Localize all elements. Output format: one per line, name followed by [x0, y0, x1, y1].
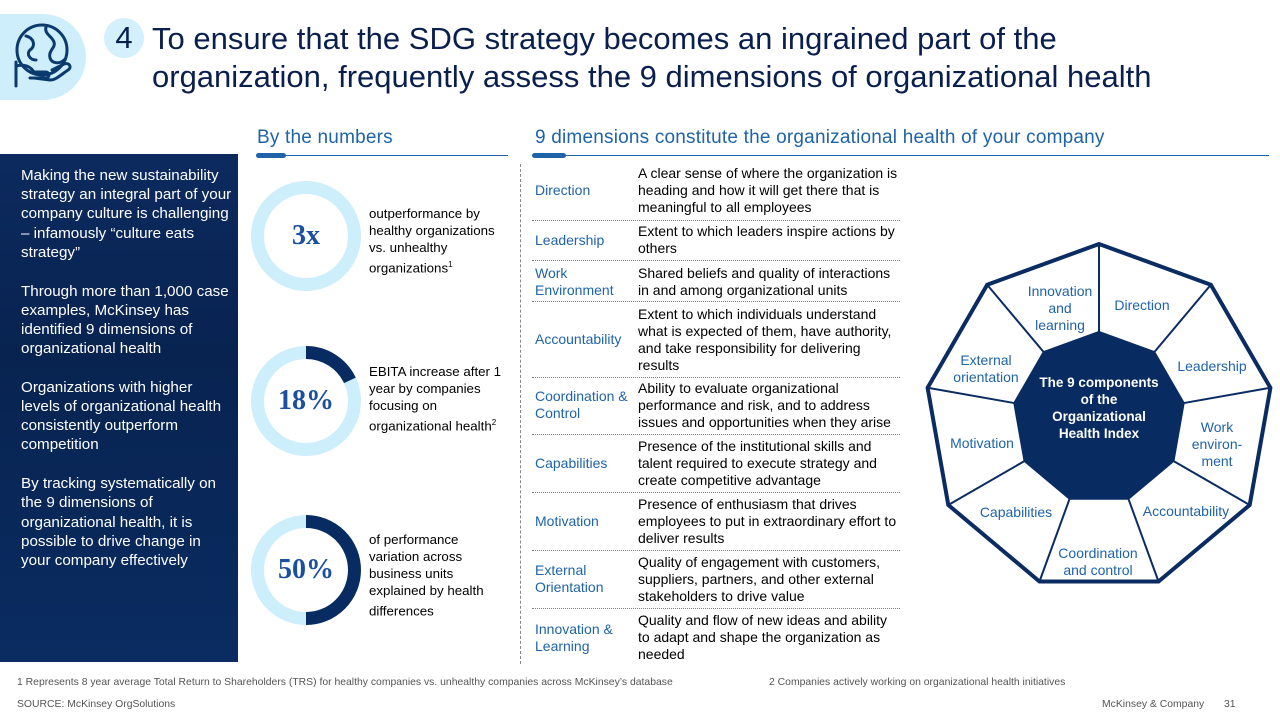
source-note: SOURCE: McKinsey OrgSolutions: [17, 699, 176, 710]
wheel-center-label: The 9 components of the Organizational H…: [1039, 375, 1159, 441]
wheel-shapes: [925, 241, 1273, 584]
dimension-name: External Orientation: [535, 562, 604, 595]
dimension-row: External Orientation Quality of engageme…: [532, 550, 900, 609]
page-title-line-1: To ensure that the SDG strategy becomes …: [152, 21, 1057, 56]
footnote-mark: 2: [491, 418, 497, 427]
dimension-name: Leadership: [535, 232, 605, 248]
globe-in-hand-icon: [14, 23, 72, 88]
dimension-description: Presence of enthusiasm that drives emplo…: [638, 496, 897, 546]
left-summary-text: Making the new sustainability strategy a…: [21, 166, 233, 590]
column-separator: [520, 164, 521, 664]
dimension-row: Work Environment Shared beliefs and qual…: [532, 260, 900, 302]
stat-ring: [251, 515, 361, 625]
wheel-segment-label: Work environ-ment: [1191, 419, 1243, 469]
summary-paragraph: By tracking systematically on the 9 dime…: [21, 475, 216, 569]
wheel-spoke: [927, 386, 1015, 405]
wheel-spoke: [947, 460, 1026, 506]
slide-number-badge: 4: [104, 18, 144, 58]
dimension-description: Shared beliefs and quality of interactio…: [638, 265, 891, 298]
wheel-center-shape: [1013, 330, 1185, 500]
stat-description: outperformance by healthy organizations …: [369, 205, 509, 276]
dimension-description: Quality of engagement with customers, su…: [638, 554, 881, 604]
dimensions-section-rule: [532, 155, 1269, 156]
dimension-name: Direction: [535, 182, 591, 198]
wheel-spoke: [1172, 460, 1251, 506]
dimension-row: Accountability Extent to which individua…: [532, 301, 900, 378]
left-summary-panel: [0, 154, 238, 662]
summary-paragraph: Through more than 1,000 case examples, M…: [21, 282, 229, 358]
stat-ring: [251, 346, 361, 456]
dimension-description: Ability to evaluate organizational perfo…: [638, 380, 891, 430]
wheel-segment-label: Accountability: [1142, 503, 1230, 519]
stat-ring-fill: [305, 346, 356, 384]
dimensions-section-title: 9 dimensions constitute the organization…: [535, 127, 1105, 148]
wheel-spoke: [1183, 386, 1271, 405]
numbers-section-tab: [256, 153, 286, 158]
stat-description-text: EBITA increase after 1 year by companies…: [369, 364, 502, 434]
footnote-2: 2 Companies actively working on organiza…: [769, 677, 1066, 688]
company-name: McKinsey & Company: [1102, 699, 1205, 710]
page-title-line-2: organization, frequently assess the 9 di…: [152, 59, 1152, 94]
stat-description-text: outperformance by healthy organizations …: [369, 206, 495, 276]
summary-paragraph: Making the new sustainability strategy a…: [21, 167, 232, 261]
dimension-description: Extent to which individuals understand w…: [638, 306, 892, 373]
header-icon-badge: [0, 14, 86, 100]
dimension-row: Direction A clear sense of where the org…: [532, 164, 900, 221]
footnote-1: 1 Represents 8 year average Total Return…: [17, 677, 673, 688]
dimension-name: Innovation & Learning: [535, 621, 613, 654]
dimension-description: Presence of the institutional skills and…: [638, 438, 877, 488]
stat-ring-fill: [305, 515, 361, 625]
wheel-segment-label: External orientation: [953, 352, 1019, 385]
numbers-section-rule: [256, 155, 508, 156]
page-number: 31: [1224, 699, 1236, 710]
wheel-spoke: [986, 284, 1045, 353]
dimension-name: Capabilities: [535, 455, 608, 471]
dimension-row: Leadership Extent to which leaders inspi…: [532, 220, 900, 261]
dimension-name: Coordination & Control: [535, 388, 628, 421]
wheel-segment-label: Motivation: [950, 435, 1014, 451]
wheel-spoke: [1127, 498, 1160, 582]
footnote-mark: 1: [448, 260, 453, 269]
health-index-wheel: [925, 241, 1273, 584]
dimension-row: Capabilities Presence of the institution…: [532, 434, 900, 493]
dimension-row: Motivation Presence of enthusiasm that d…: [532, 492, 900, 551]
dimension-row: Innovation & Learning Quality and flow o…: [532, 608, 900, 664]
dimension-name: Motivation: [535, 513, 599, 529]
stat-description: of performance variation across business…: [369, 531, 509, 619]
dimension-description: Quality and flow of new ideas and abilit…: [638, 612, 888, 662]
stat-ring: [251, 181, 361, 291]
stat-value: 3x: [292, 220, 320, 251]
wheel-spoke: [1038, 498, 1071, 582]
stat-value: 50%: [278, 554, 334, 585]
dimension-name: Work Environment: [535, 265, 614, 298]
stat-value: 18%: [278, 385, 334, 416]
summary-paragraph: Organizations with higher levels of orga…: [21, 378, 222, 454]
wheel-segment-label: Leadership: [1177, 358, 1247, 374]
wheel-segment-label: Coordination and control: [1058, 545, 1138, 578]
wheel-segment-label: Capabilities: [979, 504, 1053, 520]
dimension-name: Accountability: [535, 331, 622, 347]
dimensions-section-tab: [532, 153, 566, 158]
stat-description: EBITA increase after 1 year by companies…: [369, 363, 509, 434]
wheel-segment-label: Direction: [1114, 297, 1170, 313]
page-title: To ensure that the SDG strategy becomes …: [152, 20, 1252, 96]
stat-description-text: of performance variation across business…: [369, 532, 484, 619]
numbers-section-title: By the numbers: [257, 127, 393, 148]
dimension-row: Coordination & Control Ability to evalua…: [532, 377, 900, 435]
dimension-description: A clear sense of where the organization …: [638, 165, 898, 215]
dimension-description: Extent to which leaders inspire actions …: [638, 223, 895, 256]
wheel-spoke: [1153, 284, 1212, 353]
wheel-segment-label: Innovation and learning: [1027, 283, 1093, 333]
